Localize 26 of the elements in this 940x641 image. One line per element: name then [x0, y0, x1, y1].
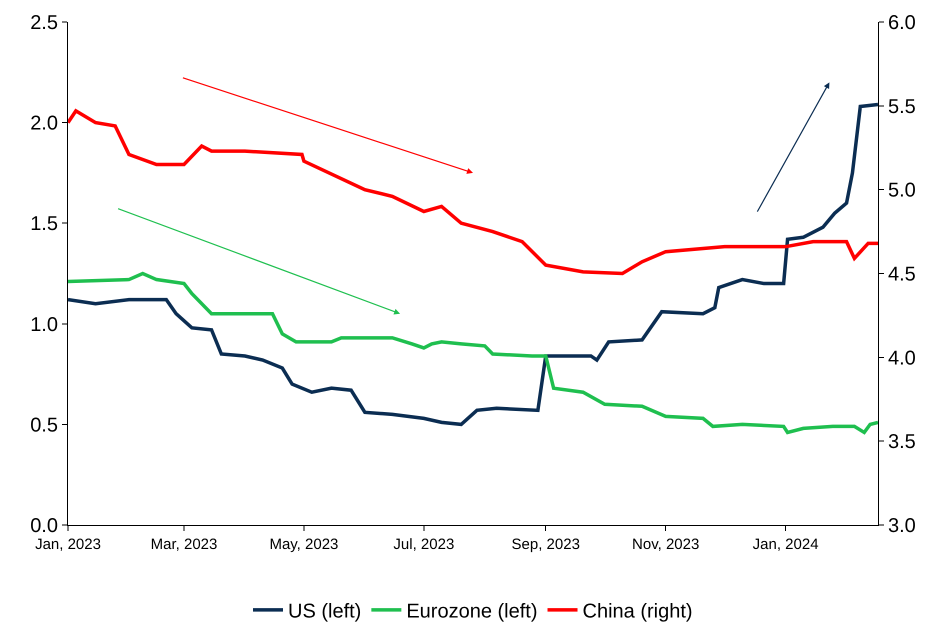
y-tick-label: 1.5 [30, 213, 58, 236]
y2-tick-label: 5.0 [888, 180, 916, 202]
y2-tick-label: 6.0 [888, 12, 916, 34]
y-tick-label: 1.0 [30, 314, 58, 336]
y2-tick-label: 4.5 [888, 264, 916, 286]
line-series [68, 272, 878, 434]
line-series [68, 102, 878, 426]
y-tick-label: 0.5 [30, 414, 58, 436]
y-tick-label: 2.5 [30, 12, 58, 34]
x-tick-label: Mar, 2023 [150, 536, 218, 553]
y2-tick-label: 3.0 [888, 515, 916, 537]
line-series [68, 109, 878, 276]
y-tick-label: 2.0 [30, 112, 58, 135]
y2-tick-label: 3.5 [888, 431, 916, 454]
legend-label: US (left) [288, 600, 362, 623]
x-tick-label: Nov, 2023 [632, 536, 700, 553]
x-tick-label: Jan, 2024 [752, 536, 819, 553]
legend-label: Eurozone (left) [406, 600, 538, 623]
y-tick-label: 0.0 [30, 515, 58, 537]
x-tick-label: May, 2023 [269, 536, 338, 553]
y2-tick-label: 4.0 [888, 347, 916, 370]
y2-tick-label: 5.5 [888, 96, 916, 118]
x-tick-label: Sep, 2023 [512, 536, 580, 553]
x-tick-label: Jan, 2023 [35, 536, 101, 553]
legend-label: China (right) [582, 600, 693, 623]
x-tick-label: Jul, 2023 [393, 536, 454, 553]
